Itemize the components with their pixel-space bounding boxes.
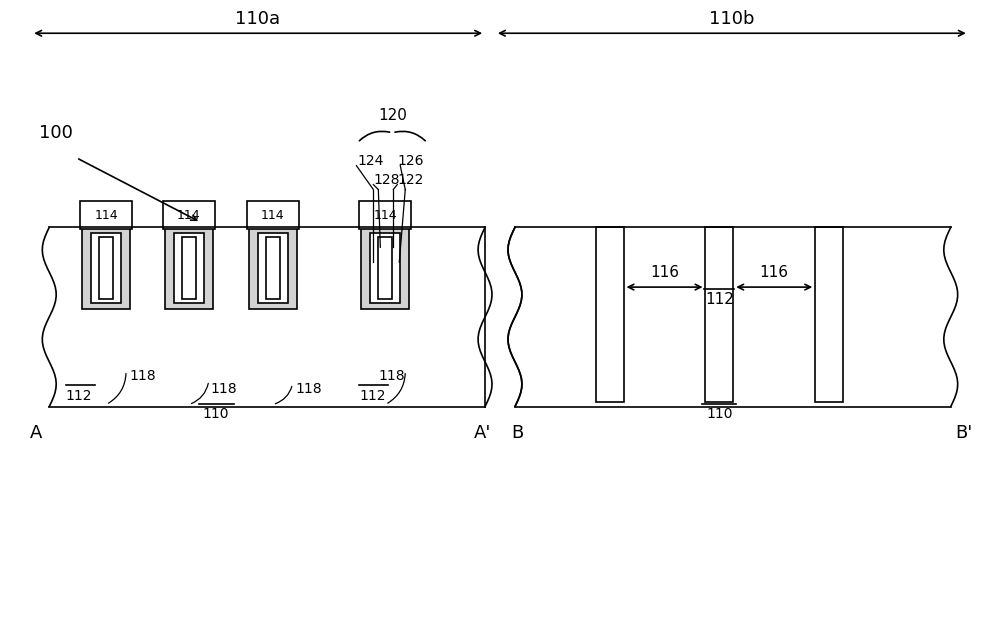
- Text: 118: 118: [296, 382, 322, 395]
- Text: 114: 114: [374, 209, 397, 222]
- Bar: [258, 233, 288, 303]
- Bar: [82, 228, 130, 309]
- Text: B: B: [511, 424, 523, 442]
- Text: 120: 120: [378, 108, 407, 123]
- Text: 118: 118: [378, 369, 405, 383]
- Text: 128: 128: [373, 173, 400, 186]
- Bar: [174, 233, 204, 303]
- Text: 118: 118: [211, 382, 237, 395]
- Bar: [80, 202, 132, 230]
- Text: 110a: 110a: [235, 10, 280, 28]
- Bar: [182, 238, 196, 299]
- Bar: [370, 233, 400, 303]
- Text: 112: 112: [359, 389, 386, 403]
- Bar: [165, 228, 213, 309]
- Bar: [99, 238, 113, 299]
- Text: 110: 110: [203, 407, 229, 421]
- Text: A': A': [473, 424, 491, 442]
- Bar: [359, 202, 411, 230]
- Text: 116: 116: [760, 265, 789, 280]
- Bar: [596, 228, 624, 402]
- Text: 114: 114: [261, 209, 284, 222]
- Bar: [815, 228, 843, 402]
- Bar: [247, 202, 299, 230]
- Text: B': B': [955, 424, 972, 442]
- Text: 126: 126: [397, 154, 424, 168]
- Text: 124: 124: [357, 154, 384, 168]
- Bar: [705, 228, 733, 402]
- Text: 100: 100: [39, 124, 73, 142]
- Bar: [163, 202, 215, 230]
- Text: 122: 122: [397, 173, 424, 186]
- Text: 112: 112: [66, 389, 92, 403]
- Text: 116: 116: [650, 265, 679, 280]
- Text: 112: 112: [705, 292, 734, 307]
- Text: 114: 114: [94, 209, 118, 222]
- Text: 114: 114: [177, 209, 201, 222]
- Bar: [249, 228, 297, 309]
- Text: 110b: 110b: [709, 10, 754, 28]
- Bar: [91, 233, 121, 303]
- Text: 118: 118: [129, 369, 156, 383]
- Bar: [361, 228, 409, 309]
- Bar: [266, 238, 280, 299]
- Bar: [378, 238, 392, 299]
- Text: 110: 110: [706, 407, 733, 421]
- Text: A: A: [30, 424, 42, 442]
